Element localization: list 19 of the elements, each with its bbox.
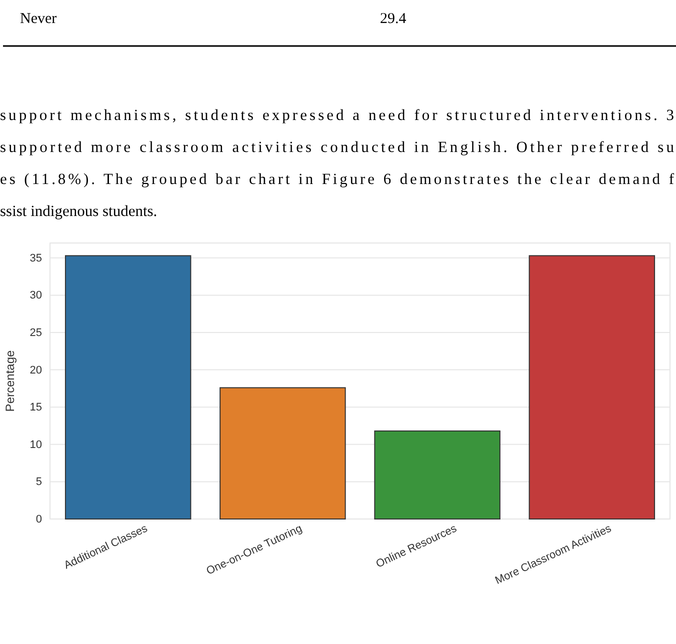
y-tick-label: 0 <box>36 514 42 526</box>
y-tick-label: 20 <box>30 364 42 376</box>
text: Never <box>20 11 57 27</box>
text: ssist indigenous students. <box>0 203 158 220</box>
text: supported more classroom activities conducted in English. Other preferred su <box>0 139 674 156</box>
y-tick-label: 5 <box>36 476 42 488</box>
bar <box>374 430 500 520</box>
y-tick-label: 30 <box>30 290 42 302</box>
y-axis-title: Percentage <box>3 350 17 412</box>
text: support mechanisms, students expressed a need for structured interventions. 3 <box>0 107 674 124</box>
bar <box>528 255 656 520</box>
y-tick-label: 35 <box>30 252 42 264</box>
y-tick-label: 10 <box>30 438 42 451</box>
text: 29.4 <box>380 11 407 27</box>
y-tick-label: 15 <box>30 402 42 414</box>
text: es (11.8%). The grouped bar chart in Figure 6 demonstrates the clear demand f <box>0 171 675 188</box>
bar <box>64 255 192 520</box>
bar <box>220 387 346 520</box>
y-tick-label: 25 <box>30 327 42 340</box>
